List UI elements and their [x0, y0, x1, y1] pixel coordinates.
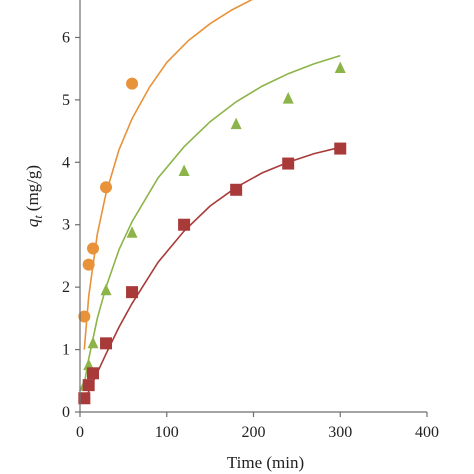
series-triangle: [78, 54, 346, 391]
series-circle: [78, 0, 253, 350]
data-point-triangle: [334, 61, 346, 73]
data-point-circle: [82, 258, 95, 271]
axes: [79, 0, 427, 413]
data-point-triangle: [87, 336, 99, 349]
y-tick-label: 6: [62, 29, 70, 46]
data-point-square: [78, 392, 91, 405]
x-tick-label: 400: [415, 424, 439, 441]
data-point-square: [87, 367, 100, 380]
data-point-circle: [78, 310, 91, 323]
data-point-circle: [87, 242, 100, 255]
y-tick-label: 4: [62, 154, 70, 171]
y-tick-label: 3: [62, 217, 70, 234]
y-tick-label: 0: [62, 404, 70, 421]
data-point-triangle: [83, 358, 95, 371]
series-square: [78, 142, 347, 405]
data-point-square: [100, 337, 113, 350]
fit-line-circle: [83, 0, 253, 350]
data-point-square: [334, 142, 347, 155]
data-point-triangle: [230, 117, 242, 130]
y-axis-title: qt (mg/g): [23, 165, 45, 227]
data-point-square: [82, 379, 95, 392]
data-point-square: [126, 286, 139, 299]
x-axis-ticks: 0 100 200 300 400: [76, 412, 439, 441]
data-point-square: [282, 157, 295, 170]
y-axis-title-symbol: q: [23, 218, 42, 227]
data-point-triangle: [178, 164, 190, 176]
x-tick-label: 0: [76, 424, 84, 441]
data-point-circle: [100, 181, 113, 194]
data-point-square: [230, 183, 243, 196]
data-point-triangle: [126, 226, 138, 238]
data-point-square: [178, 218, 191, 231]
data-point-triangle: [100, 283, 112, 296]
y-axis-title-unit: (mg/g): [23, 165, 42, 211]
x-tick-label: 200: [242, 424, 266, 441]
y-tick-label: 5: [62, 92, 70, 109]
plot-area: [78, 0, 347, 405]
fit-line-triangle: [83, 54, 341, 385]
data-point-circle: [126, 77, 139, 90]
fit-line-square: [83, 146, 341, 403]
x-axis-title: Time (min): [227, 453, 304, 472]
y-tick-label: 1: [62, 342, 70, 359]
x-tick-label: 300: [328, 424, 352, 441]
y-axis-ticks: 0 1 2 3 4 5 6: [62, 29, 80, 421]
x-tick-label: 100: [155, 424, 179, 441]
y-tick-label: 2: [62, 279, 70, 296]
data-point-triangle: [282, 92, 294, 104]
y-axis-title-subscript: t: [31, 215, 45, 219]
